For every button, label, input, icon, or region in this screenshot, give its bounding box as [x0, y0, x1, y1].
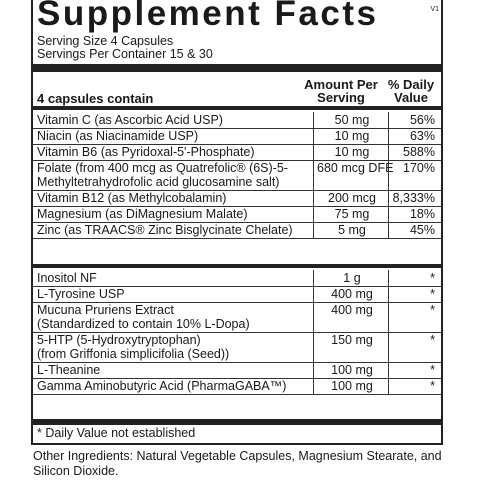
ingredient-name: Gamma Aminobutyric Acid (PharmaGABA™) [37, 379, 287, 393]
daily-value: 56% [409, 113, 435, 127]
column-divider [313, 128, 314, 144]
amount-per-serving: 150 mg [331, 333, 373, 347]
daily-value: * [430, 333, 435, 347]
amount-per-serving: 10 mg [334, 129, 370, 143]
supplement-facts-panel: Supplement Facts V1 Serving Size 4 Capsu… [31, 0, 443, 445]
column-divider [388, 128, 389, 144]
amount-per-serving: 400 mg [331, 303, 373, 317]
table-row: Vitamin B12 (as Methylcobalamin) 200 mcg 8… [33, 190, 441, 207]
column-divider [313, 332, 314, 362]
column-divider [313, 144, 314, 160]
ingredient-name: Mucuna Pruriens Extract [37, 303, 174, 317]
servings-per-container: Servings Per Container 15 & 30 [37, 47, 213, 61]
column-divider [388, 222, 389, 238]
header-dv-line1: % Daily [387, 77, 435, 92]
table-row: Vitamin C (as Ascorbic Acid USP) 50 mg 56% [33, 112, 441, 129]
thick-rule-bottom [33, 419, 441, 425]
column-divider [313, 378, 314, 394]
daily-value: * [430, 379, 435, 393]
ingredient-name: Vitamin C (as Ascorbic Acid USP) [37, 113, 223, 127]
column-divider [388, 190, 389, 206]
column-divider [313, 362, 314, 378]
table-row: L-Tyrosine USP 400 mg * [33, 286, 441, 303]
panel-title: Supplement Facts [37, 0, 379, 33]
ingredient-name: Zinc (as TRAACS® Zinc Bisglycinate Chela… [37, 223, 293, 237]
column-divider [313, 302, 314, 332]
daily-value: 588% [403, 145, 435, 159]
table-row: Niacin (as Niacinamide USP) 10 mg 63% [33, 128, 441, 145]
ingredient-name: Niacin (as Niacinamide USP) [37, 129, 199, 143]
table-row: Folate (from 400 mcg as Quatrefolic® (6S… [33, 160, 441, 191]
ingredient-name: Inositol NF [37, 271, 97, 285]
column-divider [313, 160, 314, 190]
column-divider [388, 144, 389, 160]
medium-rule-2 [33, 264, 441, 268]
column-divider [313, 270, 314, 286]
daily-value: 8,333% [392, 191, 435, 205]
ingredient-name: Magnesium (as DiMagnesium Malate) [37, 207, 248, 221]
ingredient-name: Vitamin B6 (as Pyridoxal-5'-Phosphate) [37, 145, 255, 159]
daily-value: 45% [409, 223, 435, 237]
daily-value: 170% [403, 161, 435, 175]
table-row: Zinc (as TRAACS® Zinc Bisglycinate Chela… [33, 222, 441, 239]
header-dv-line2: Value [394, 90, 428, 105]
version-mark: V1 [430, 6, 439, 13]
column-divider [388, 378, 389, 394]
header-amount: Amount Per Serving [291, 78, 391, 104]
amount-per-serving: 5 mg [338, 223, 366, 237]
ingredient-name: L-Tyrosine USP [37, 287, 125, 301]
table-row: Gamma Aminobutyric Acid (PharmaGABA™) 100… [33, 378, 441, 395]
amount-per-serving: 400 mg [331, 287, 373, 301]
daily-value: * [430, 363, 435, 377]
ingredient-name: L-Theanine [37, 363, 101, 377]
medium-rule [33, 106, 441, 110]
amount-per-serving: 680 mcg DFE [317, 161, 394, 175]
ingredient-name-line2: (Standardized to contain 10% L-Dopa) [37, 317, 250, 331]
amount-per-serving: 100 mg [331, 363, 373, 377]
column-divider [388, 160, 389, 190]
column-divider [388, 332, 389, 362]
ingredient-name-line2: (from Griffonia simplicifolia (Seed)) [37, 347, 230, 361]
amount-per-serving: 100 mg [331, 379, 373, 393]
header-amount-line2: Serving [317, 90, 365, 105]
column-divider [313, 190, 314, 206]
column-divider [388, 302, 389, 332]
ingredient-name: 5-HTP (5-Hydroxytryptophan) [37, 333, 201, 347]
column-divider [388, 286, 389, 302]
thick-rule-top [33, 64, 441, 72]
table-row: Inositol NF 1 g * [33, 270, 441, 287]
table-row: Mucuna Pruriens Extract (Standardized to … [33, 302, 441, 333]
ingredient-name: Folate (from 400 mcg as Quatrefolic® (6S… [37, 161, 288, 175]
footnote: * Daily Value not established [37, 426, 196, 440]
column-divider [388, 270, 389, 286]
column-divider [388, 112, 389, 128]
table-row: 5-HTP (5-Hydroxytryptophan) (from Griffon… [33, 332, 441, 363]
ingredient-name-line2: Methyltetrahydrofolic acid glucosamine s… [37, 175, 280, 189]
column-divider [388, 362, 389, 378]
column-divider [313, 112, 314, 128]
amount-per-serving: 10 mg [334, 145, 370, 159]
amount-per-serving: 1 g [343, 271, 361, 285]
daily-value: * [430, 287, 435, 301]
daily-value: * [430, 303, 435, 317]
amount-per-serving: 50 mg [334, 113, 370, 127]
daily-value: 63% [409, 129, 435, 143]
column-divider [313, 206, 314, 222]
header-amount-line1: Amount Per [304, 77, 378, 92]
table-row: Vitamin B6 (as Pyridoxal-5'-Phosphate) 10… [33, 144, 441, 161]
header-dv: % Daily Value [383, 78, 439, 104]
column-divider [388, 206, 389, 222]
serving-size: Serving Size 4 Capsules [37, 34, 174, 48]
daily-value: 18% [409, 207, 435, 221]
amount-per-serving: 200 mcg [328, 191, 376, 205]
table-row: L-Theanine 100 mg * [33, 362, 441, 379]
column-divider [313, 222, 314, 238]
other-ingredients: Other Ingredients: Natural Vegetable Cap… [33, 449, 442, 478]
amount-per-serving: 75 mg [334, 207, 370, 221]
daily-value: * [430, 271, 435, 285]
ingredient-name: Vitamin B12 (as Methylcobalamin) [37, 191, 227, 205]
table-row: Magnesium (as DiMagnesium Malate) 75 mg 18… [33, 206, 441, 223]
header-contains: 4 capsules contain [37, 91, 154, 106]
column-divider [313, 286, 314, 302]
